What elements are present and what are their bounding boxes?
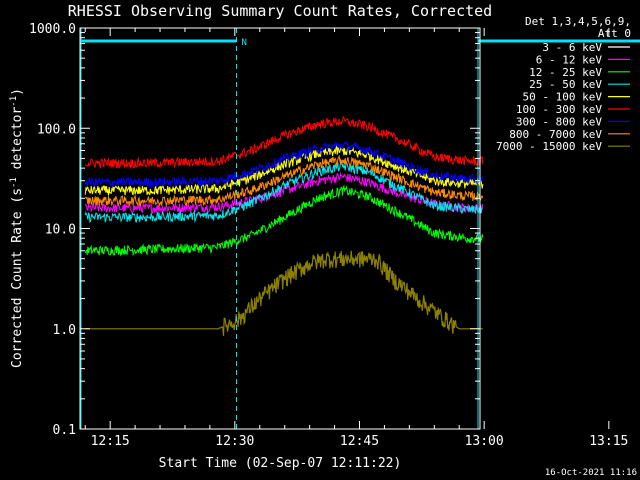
legend-label-300-800-kev: 300 - 800 keV xyxy=(516,115,602,128)
x-tick-label: 13:00 xyxy=(465,434,504,449)
y-tick-label: 10.0 xyxy=(45,223,76,238)
y-axis-label-exp1: -1 xyxy=(9,177,19,188)
y-tick-label: 0.1 xyxy=(53,423,76,438)
x-tick-label: 13:15 xyxy=(589,434,628,449)
legend-label-50-100-kev: 50 - 100 keV xyxy=(523,91,603,104)
x-tick-label: 12:45 xyxy=(340,434,379,449)
y-tick-label: 1000.0 xyxy=(29,22,76,37)
series-line-25-50-kev xyxy=(84,161,484,224)
y-axis-label-main: Corrected Count Rate (s xyxy=(10,188,25,368)
series-line-3-6-kev xyxy=(84,198,484,287)
x-tick-label: 12:30 xyxy=(215,434,254,449)
y-tick-label: 100.0 xyxy=(37,122,76,137)
x-axis-label: Start Time (02-Sep-07 12:11:22) xyxy=(159,456,402,471)
legend-label-6-12-kev: 6 - 12 keV xyxy=(536,53,603,66)
chart-title: RHESSI Observing Summary Count Rates, Co… xyxy=(68,2,492,20)
legend-label-25-50-kev: 25 - 50 keV xyxy=(529,78,602,91)
y-axis-label-mid: detector xyxy=(10,107,25,178)
legend-label-100-300-kev: 100 - 300 keV xyxy=(516,103,602,116)
y-axis: 0.1 1.0 10.0 100.0 1000.0 xyxy=(29,22,480,438)
y-axis-label-exp2: -1 xyxy=(9,96,19,107)
series-line-800-7000-kev xyxy=(84,154,484,207)
series-line-12-25-kev xyxy=(84,184,484,257)
series-line-100-300-kev xyxy=(84,116,484,170)
series-line-300-800-kev xyxy=(84,140,484,189)
legend-label-3-6-kev: 3 - 6 keV xyxy=(542,41,602,54)
legend-label-7000-15000-kev: 7000 - 15000 keV xyxy=(496,140,602,153)
y-axis-label-end: ) xyxy=(10,88,25,96)
series-line-7000-15000-kev xyxy=(85,250,483,336)
y-axis-label: Corrected Count Rate (s-1 detector-1) xyxy=(9,88,25,368)
legend-label-800-7000-kev: 800 - 7000 keV xyxy=(509,128,602,141)
timestamp: 16-Oct-2021 11:16 xyxy=(545,468,637,478)
x-tick-label: 12:15 xyxy=(91,434,130,449)
series-layer xyxy=(84,116,484,336)
legend-header: Att 0 xyxy=(598,27,631,40)
y-tick-label: 1.0 xyxy=(53,323,76,338)
legend-label-12-25-kev: 12 - 25 keV xyxy=(529,66,602,79)
night-flag-label: N xyxy=(241,38,246,48)
legend-header: Det 1,3,4,5,6,9, xyxy=(525,15,631,28)
